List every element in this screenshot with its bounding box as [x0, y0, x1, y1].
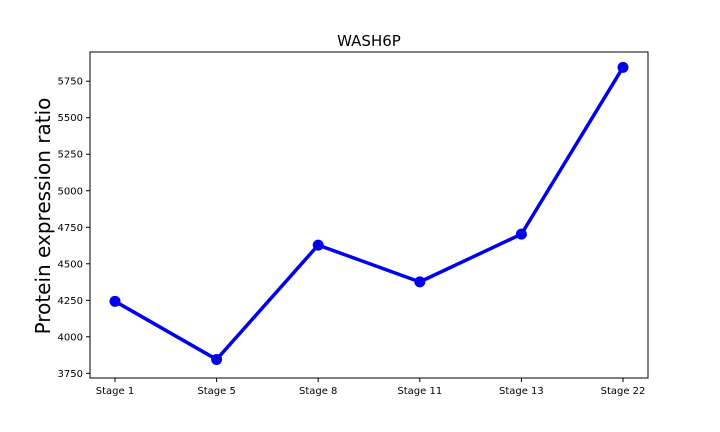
- data-point: [109, 295, 121, 307]
- y-tick-label: 4250: [58, 296, 83, 307]
- y-tick-label: 4750: [58, 223, 83, 234]
- data-point: [211, 353, 223, 365]
- plot-area-frame: [89, 51, 649, 379]
- data-point: [414, 276, 426, 288]
- series-group: [109, 61, 629, 365]
- y-tick-label: 5750: [58, 77, 83, 88]
- x-tick-label: Stage 5: [197, 386, 235, 397]
- x-tick-label: Stage 13: [499, 386, 544, 397]
- x-tick-label: Stage 22: [601, 386, 646, 397]
- y-axis-label: Protein expression ratio: [31, 98, 55, 335]
- y-tick-label: 4500: [58, 259, 83, 270]
- y-tick-label: 5000: [58, 186, 83, 197]
- y-tick-label: 5500: [58, 113, 83, 124]
- y-tick-label: 3750: [58, 369, 83, 380]
- chart-title: WASH6P: [337, 32, 401, 50]
- x-tick-label: Stage 1: [96, 386, 134, 397]
- x-tick-label: Stage 8: [299, 386, 337, 397]
- y-tick-label: 4000: [58, 332, 83, 343]
- data-point: [312, 239, 324, 251]
- x-tick-label: Stage 11: [397, 386, 442, 397]
- y-axis-ticks: 3750 4000 4250 4500 4750 5000 5250 5500 5750: [58, 77, 90, 380]
- y-tick-label: 5250: [58, 150, 83, 161]
- x-axis-ticks: Stage 1 Stage 5 Stage 8 Stage 11 Stage 13 Sta…: [96, 378, 646, 397]
- data-point: [617, 61, 629, 73]
- data-point: [515, 228, 527, 240]
- series-line: [114, 66, 625, 362]
